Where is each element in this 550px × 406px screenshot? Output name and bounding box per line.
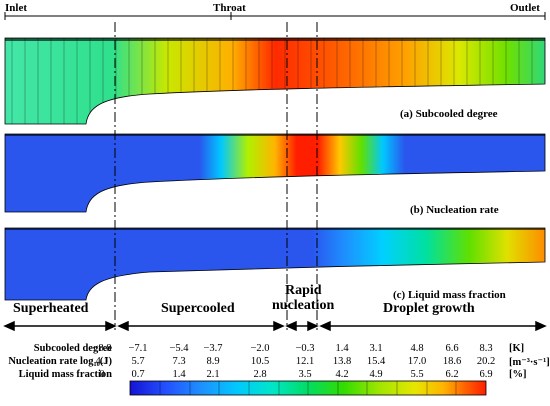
row-unit: [K] — [509, 343, 525, 354]
caption-liquid-mass-fraction: (c) Liquid mass fraction — [393, 289, 506, 301]
table-row-nucleation-rate: Nucleation rate log₁₀(J) 4.1 5.7 7.3 8.9… — [0, 356, 550, 368]
panel-subcooled-degree — [4, 37, 546, 125]
table-cell: 12.1 — [295, 356, 315, 367]
table-cell: 1.4 — [172, 369, 186, 380]
row-label: Subcooled degree — [33, 343, 112, 354]
table-cell: 0.7 — [131, 369, 145, 380]
table-cell: 6.2 — [445, 369, 459, 380]
table-cell: −5.4 — [169, 343, 189, 354]
table-cell: 3.1 — [369, 343, 383, 354]
table-cell: 4.8 — [410, 343, 424, 354]
table-cell: 10.5 — [250, 356, 270, 367]
table-cell: 15.4 — [366, 356, 386, 367]
throat-label: Throat — [213, 2, 246, 14]
table-cell: 5.5 — [410, 369, 424, 380]
caption-subcooled-degree: (a) Subcooled degree — [400, 108, 498, 120]
table-row-liquid-mass-fraction: Liquid mass fraction 0 0.7 1.4 2.1 2.8 3… — [0, 369, 550, 381]
phase-rapid-nucleation-line1: Rapid — [285, 283, 322, 298]
outlet-label: Outlet — [510, 2, 540, 14]
panel-nucleation-rate — [4, 133, 546, 213]
row-unit: [m⁻³·s⁻¹] — [509, 357, 550, 368]
table-cell: 4.9 — [369, 369, 383, 380]
phase-supercooled: Supercooled — [161, 301, 235, 316]
table-cell: 1.4 — [335, 343, 349, 354]
caption-nucleation-rate: (b) Nucleation rate — [410, 204, 499, 216]
table-cell: 7.3 — [172, 356, 186, 367]
table-cell: 0 — [99, 369, 105, 380]
row-unit: [%] — [509, 369, 527, 380]
table-cell: 4.2 — [335, 369, 349, 380]
table-cell: −2.0 — [250, 343, 270, 354]
phase-superheated: Superheated — [13, 301, 89, 316]
row-label: Nucleation rate log₁₀(J) — [8, 356, 112, 367]
table-cell: 20.2 — [476, 356, 496, 367]
table-cell: −0.3 — [295, 343, 315, 354]
table-cell: 18.6 — [442, 356, 462, 367]
table-cell: 6.6 — [445, 343, 459, 354]
panel-liquid-mass-fraction — [4, 227, 546, 301]
table-cell: 2.8 — [253, 369, 267, 380]
table-cell: 17.0 — [407, 356, 427, 367]
phase-droplet-growth: Droplet growth — [383, 301, 475, 316]
table-cell: 8.9 — [206, 356, 220, 367]
table-cell: 2.1 — [206, 369, 220, 380]
phase-arrows — [3, 320, 547, 332]
row-label: Liquid mass fraction — [18, 369, 112, 380]
phase-rapid-nucleation-line2: nucleation — [272, 298, 335, 313]
table-cell: −3.7 — [203, 343, 223, 354]
phase-boundaries — [114, 22, 318, 330]
table-cell: 3.5 — [298, 369, 312, 380]
table-cell: 6.9 — [479, 369, 493, 380]
inlet-label: Inlet — [5, 2, 27, 14]
table-cell: 4.1 — [95, 356, 109, 367]
table-cell: −7.1 — [128, 343, 148, 354]
table-cell: 8.3 — [479, 343, 493, 354]
table-cell: 5.7 — [131, 356, 145, 367]
table-cell: −8.8 — [92, 343, 112, 354]
colorbar-bands — [159, 381, 457, 395]
table-cell: 13.8 — [332, 356, 352, 367]
table-row-subcooled-degree: Subcooled degree −8.8 −7.1 −5.4 −3.7 −2.… — [0, 343, 550, 355]
